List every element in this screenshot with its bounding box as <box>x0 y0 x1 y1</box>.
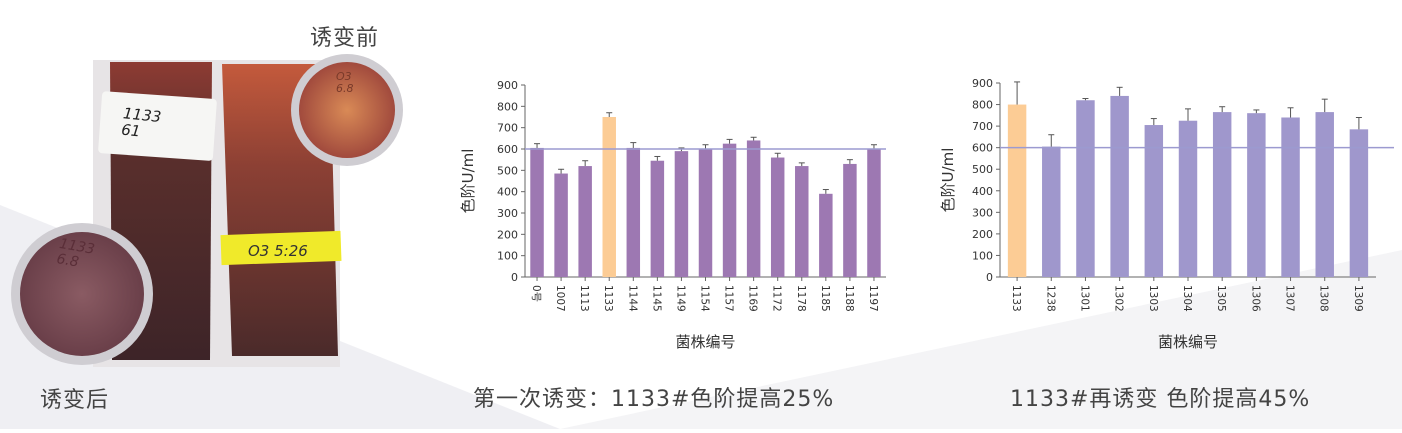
bar <box>1007 104 1027 277</box>
y-tick-label: 300 <box>497 207 518 220</box>
y-tick-label: 0 <box>986 271 993 284</box>
bar <box>1144 125 1164 278</box>
caption-first-mutation: 第一次诱变：1133#色阶提高25% <box>473 387 835 412</box>
bar <box>722 143 737 277</box>
x-axis-title: 菌株编号 <box>1158 333 1218 351</box>
bar <box>1178 120 1198 277</box>
label-before-mutation: 诱变前 <box>310 26 380 51</box>
y-tick-label: 300 <box>972 206 993 219</box>
bar <box>1349 129 1369 277</box>
chart-second-mutation: 0 100 200 300 400 500 600 700 800 900 1133 1238 1301… <box>935 70 1395 360</box>
bar <box>867 149 881 277</box>
x-tick-label: 1113 <box>578 285 590 312</box>
y-tick-label: 900 <box>497 79 518 92</box>
circle-bottom-handwriting: 11336.8 <box>55 236 96 273</box>
y-tick-label: 500 <box>972 163 993 176</box>
x-axis-title: 菌株编号 <box>675 333 735 351</box>
bar <box>674 151 689 277</box>
bar <box>1247 113 1266 277</box>
bar <box>1042 146 1061 277</box>
x-tick-label: 1197 <box>867 285 879 312</box>
y-axis-title: 色阶U/ml <box>459 149 477 214</box>
x-tick-label: 1188 <box>843 285 855 312</box>
y-tick-label: 600 <box>972 142 993 155</box>
x-tick-label: 1306 <box>1249 285 1261 312</box>
tube-right-label: O3 5:26 <box>248 242 308 260</box>
bar <box>602 117 616 277</box>
bar <box>746 140 761 277</box>
x-tick-label: 1144 <box>626 285 638 312</box>
x-tick-label: 1149 <box>674 285 686 312</box>
bar <box>698 149 713 277</box>
culture-tubes-image: 113361 O3 5:26 O3 6.8 11336.8 <box>11 54 403 367</box>
x-tick-label: 1185 <box>819 285 831 312</box>
bar <box>1076 100 1095 277</box>
y-tick-label: 200 <box>497 228 518 241</box>
magnified-circle-bottom <box>11 223 153 365</box>
label-after-mutation: 诱变后 <box>40 388 110 413</box>
x-tick-label: 1007 <box>554 285 566 312</box>
chart-first-mutation-svg: 0 100 200 300 400 500 600 700 800 900 0号 1007 1113 11… <box>459 79 886 351</box>
bar <box>1110 95 1129 277</box>
x-tick-label: 1305 <box>1215 285 1227 312</box>
x-tick-label: 1309 <box>1352 285 1364 312</box>
caption-second-mutation: 1133#再诱变 色阶提高45% <box>1010 387 1311 412</box>
y-tick-label: 700 <box>972 120 993 133</box>
x-tick-label: 1238 <box>1044 285 1056 312</box>
y-tick-label: 100 <box>497 250 518 263</box>
y-tick-label: 400 <box>497 186 518 199</box>
y-axis-title: 色阶U/ml <box>939 148 957 213</box>
y-tick-label: 800 <box>972 99 993 112</box>
bar <box>1281 117 1300 277</box>
x-tick-label: 1133 <box>602 285 614 312</box>
bar <box>554 173 568 277</box>
x-tick-label: 1308 <box>1318 285 1330 312</box>
bar <box>650 160 665 277</box>
x-tick-label: 0号 <box>530 285 542 302</box>
bar <box>795 166 809 277</box>
bar <box>530 147 544 277</box>
y-tick-label: 700 <box>497 122 518 135</box>
y-tick-label: 400 <box>972 185 993 198</box>
y-tick-label: 900 <box>972 77 993 90</box>
x-tick-label: 1133 <box>1010 285 1022 312</box>
tube-left-label: 113361 <box>120 104 162 142</box>
x-tick-label: 1303 <box>1147 285 1159 312</box>
magnified-circle-top <box>291 54 403 166</box>
x-tick-label: 1172 <box>771 285 783 312</box>
x-tick-label: 1154 <box>699 285 711 312</box>
bar <box>1212 112 1232 277</box>
y-tick-label: 500 <box>497 164 518 177</box>
x-tick-label: 1145 <box>650 285 662 312</box>
y-tick-label: 600 <box>497 143 518 156</box>
x-tick-label: 1157 <box>723 285 735 312</box>
x-tick-label: 1302 <box>1113 285 1125 312</box>
bar <box>843 163 857 277</box>
y-tick-label: 100 <box>972 249 993 262</box>
bar <box>819 193 833 277</box>
x-tick-label: 1301 <box>1078 285 1090 312</box>
bar <box>578 166 592 277</box>
x-tick-label: 1169 <box>747 285 759 312</box>
y-tick-label: 200 <box>972 228 993 241</box>
x-tick-label: 1178 <box>795 285 807 312</box>
x-tick-label: 1304 <box>1181 285 1193 312</box>
x-tick-label: 1307 <box>1284 285 1296 312</box>
y-tick-label: 0 <box>511 271 518 284</box>
chart-second-mutation-svg: 0 100 200 300 400 500 600 700 800 900 1133 1238 1301… <box>939 77 1394 351</box>
bar <box>626 147 641 277</box>
culture-photo: 113361 O3 5:26 O3 6.8 11336.8 <box>0 0 420 429</box>
bar <box>770 157 785 277</box>
y-tick-label: 800 <box>497 100 518 113</box>
circle-top-handwriting: O3 6.8 <box>336 70 354 95</box>
bar <box>1315 112 1334 277</box>
chart-first-mutation: 0 100 200 300 400 500 600 700 800 900 0号 1007 1113 11… <box>455 70 905 360</box>
